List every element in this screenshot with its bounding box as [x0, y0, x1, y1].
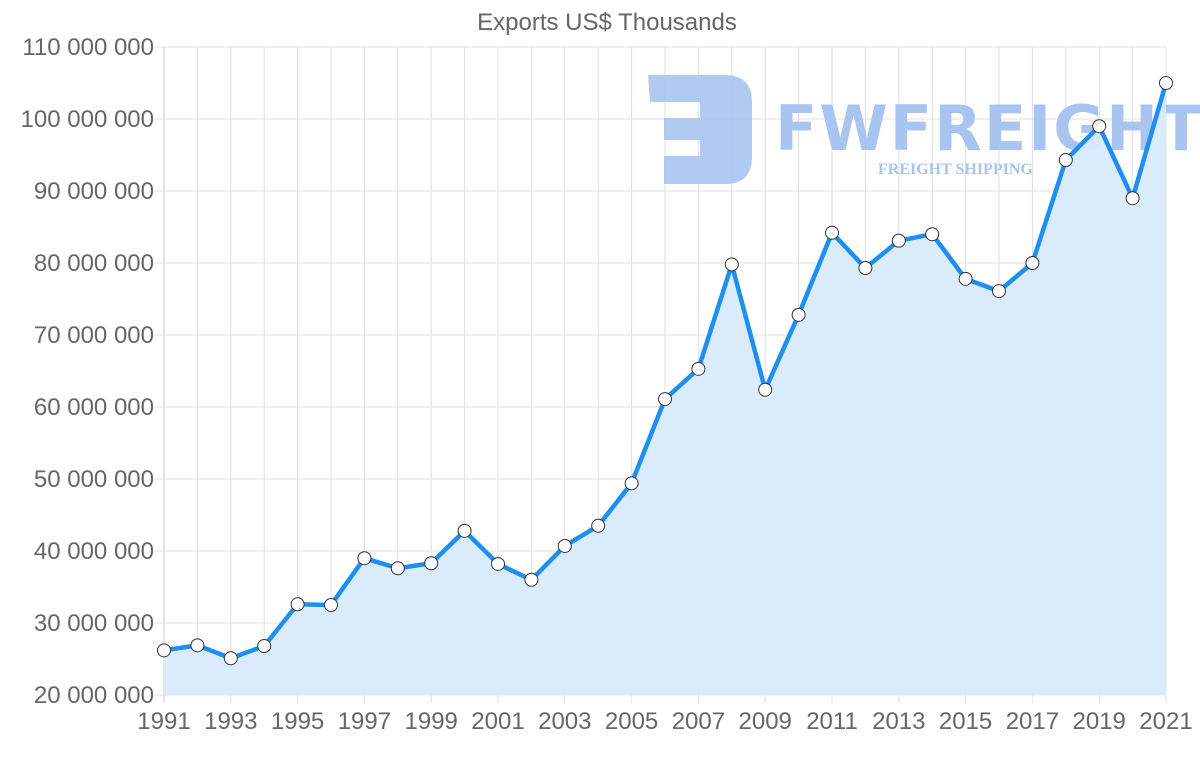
- data-point-marker[interactable]: 2011: 84200000: [825, 225, 839, 240]
- data-point-marker[interactable]: 2009: 62400000: [758, 382, 773, 397]
- y-tick-label: 90 000 000: [34, 178, 154, 205]
- x-axis: 1991 1993 1995 1997 1999 2001 2003 2005 2007 2009…: [137, 708, 1192, 735]
- watermark-brand: FWFREIGHT: [775, 92, 1200, 165]
- data-point-marker[interactable]: 2006: 61100000: [658, 392, 672, 407]
- data-point-marker[interactable]: 2001: 38200000: [491, 556, 505, 571]
- data-point-marker[interactable]: 1992: 26900000: [190, 638, 205, 653]
- data-markers: 1991: 26200000 1992: 26900000 1993: 251000…: [157, 76, 1173, 666]
- y-tick-label: 110 000 000: [22, 34, 154, 61]
- y-tick-label: 70 000 000: [34, 322, 154, 349]
- data-point-marker[interactable]: 1994: 26800000: [257, 639, 272, 654]
- x-tick-label: 1991: [137, 708, 190, 735]
- data-point-marker[interactable]: 1993: 25100000: [223, 651, 238, 666]
- data-point-marker[interactable]: 2004: 43500000: [591, 518, 606, 533]
- x-tick-label: 2011: [806, 708, 858, 735]
- data-point-marker[interactable]: 2010: 72800000: [791, 307, 806, 322]
- x-tick-label: 2003: [538, 708, 591, 735]
- data-point-marker[interactable]: 2016: 76100000: [992, 284, 1006, 299]
- data-point-marker[interactable]: 2013: 83100000: [891, 233, 906, 248]
- data-point-marker[interactable]: 2018: 94300000: [1058, 153, 1073, 168]
- data-point-marker[interactable]: 1995: 32600000: [290, 597, 305, 612]
- x-tick-label: 1999: [405, 708, 458, 735]
- data-point-marker[interactable]: 1991: 26200000: [157, 643, 171, 658]
- x-tick-label: 2005: [605, 708, 658, 735]
- x-tick-label: 2013: [872, 708, 925, 735]
- data-point-marker[interactable]: 2020: 89000000: [1125, 191, 1140, 206]
- data-point-marker[interactable]: 2021: 105000000: [1159, 76, 1173, 90]
- data-point-marker[interactable]: 2002: 36000000: [524, 572, 539, 587]
- data-point-marker[interactable]: 1999: 38300000: [424, 556, 439, 571]
- x-tick-label: 2021: [1139, 708, 1192, 735]
- data-point-marker[interactable]: 1996: 32500000: [324, 598, 338, 612]
- area-path: [164, 83, 1166, 695]
- fwfreight-logo-icon: [648, 75, 752, 184]
- y-tick-label: 60 000 000: [34, 394, 154, 421]
- y-tick-label: 50 000 000: [34, 466, 154, 493]
- x-tick-label: 1993: [204, 708, 257, 735]
- y-tick-label: 30 000 000: [34, 610, 154, 637]
- x-tick-label: 2001: [471, 708, 524, 735]
- y-tick-label: 40 000 000: [34, 538, 154, 565]
- data-point-marker[interactable]: 2003: 40700000: [557, 538, 572, 553]
- x-tick-label: 1995: [271, 708, 324, 735]
- watermark-tagline: FREIGHT SHIPPING: [878, 161, 1033, 178]
- data-point-marker[interactable]: 1997: 39000000: [357, 551, 372, 566]
- data-point-marker[interactable]: 2005: 49400000: [624, 476, 639, 491]
- x-tick-label: 1997: [338, 708, 391, 735]
- data-point-marker[interactable]: 1998: 37600000: [390, 561, 405, 576]
- x-tick-label: 2017: [1006, 708, 1059, 735]
- x-tick-label: 2019: [1073, 708, 1126, 735]
- y-tick-label: 100 000 000: [21, 106, 154, 133]
- data-point-marker[interactable]: 2019: 99000000: [1092, 119, 1107, 134]
- x-tick-label: 2007: [672, 708, 725, 735]
- x-tick-label: 2009: [739, 708, 792, 735]
- area-fill: [164, 83, 1166, 695]
- data-point-marker[interactable]: 2008: 79800000: [724, 257, 739, 272]
- data-point-marker[interactable]: 2012: 79300000: [858, 261, 873, 276]
- data-point-marker[interactable]: 2007: 65300000: [691, 361, 706, 376]
- x-tick-label: 2015: [939, 708, 992, 735]
- y-axis: 20 000 000 30 000 000 40 000 000 50 000 000…: [21, 34, 154, 709]
- y-tick-label: 20 000 000: [34, 682, 154, 709]
- y-tick-label: 80 000 000: [34, 250, 154, 277]
- data-point-marker[interactable]: 2014: 84000000: [925, 227, 940, 242]
- watermark-logo: FWFREIGHT FREIGHT SHIPPING: [648, 75, 1200, 184]
- chart-title: Exports US$ Thousands: [477, 9, 737, 36]
- data-point-marker[interactable]: 2015: 77800000: [958, 271, 973, 286]
